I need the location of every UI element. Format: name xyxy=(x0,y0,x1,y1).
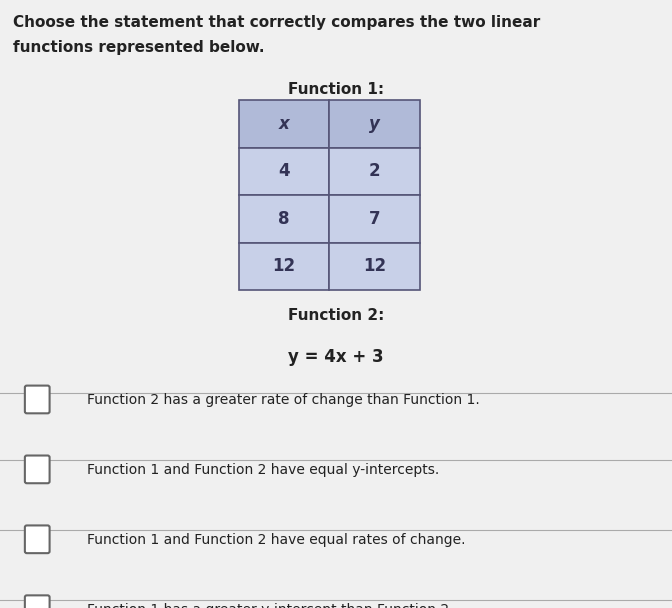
Text: x: x xyxy=(279,115,289,133)
Text: Choose the statement that correctly compares the two linear: Choose the statement that correctly comp… xyxy=(13,15,541,30)
Text: y: y xyxy=(369,115,380,133)
Text: Function 1 has a greater y-intercept than Function 2.: Function 1 has a greater y-intercept tha… xyxy=(87,603,454,608)
Text: 7: 7 xyxy=(369,210,380,228)
FancyBboxPatch shape xyxy=(25,525,50,553)
FancyBboxPatch shape xyxy=(239,195,329,243)
FancyBboxPatch shape xyxy=(25,455,50,483)
FancyBboxPatch shape xyxy=(25,595,50,608)
Text: Function 1 and Function 2 have equal rates of change.: Function 1 and Function 2 have equal rat… xyxy=(87,533,466,547)
FancyBboxPatch shape xyxy=(239,100,329,148)
Text: Function 1 and Function 2 have equal y-intercepts.: Function 1 and Function 2 have equal y-i… xyxy=(87,463,439,477)
Text: 2: 2 xyxy=(369,162,380,181)
FancyBboxPatch shape xyxy=(329,100,420,148)
Text: Function 1:: Function 1: xyxy=(288,82,384,97)
FancyBboxPatch shape xyxy=(329,243,420,290)
Text: y = 4x + 3: y = 4x + 3 xyxy=(288,348,384,366)
FancyBboxPatch shape xyxy=(239,243,329,290)
FancyBboxPatch shape xyxy=(239,148,329,195)
FancyBboxPatch shape xyxy=(329,148,420,195)
FancyBboxPatch shape xyxy=(25,385,50,413)
Text: 8: 8 xyxy=(278,210,290,228)
Text: Function 2 has a greater rate of change than Function 1.: Function 2 has a greater rate of change … xyxy=(87,393,480,407)
Text: 12: 12 xyxy=(272,257,296,275)
Text: Function 2:: Function 2: xyxy=(288,308,384,323)
Text: 4: 4 xyxy=(278,162,290,181)
FancyBboxPatch shape xyxy=(329,195,420,243)
Text: functions represented below.: functions represented below. xyxy=(13,40,265,55)
Text: 12: 12 xyxy=(363,257,386,275)
